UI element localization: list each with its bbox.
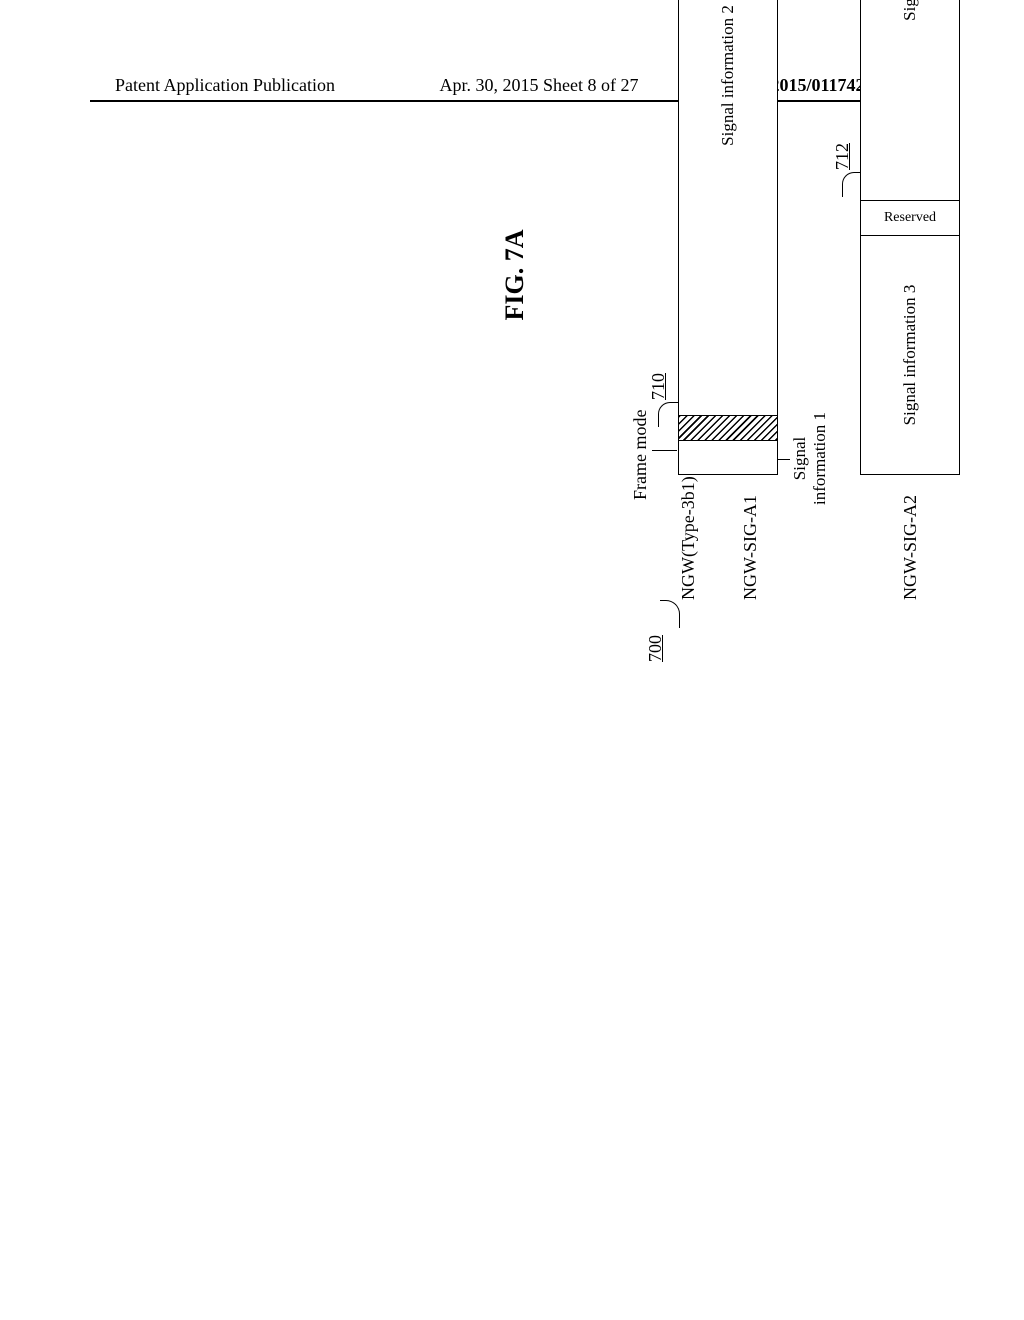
figure-container: FIG. 7A Frame mode 700 710 711 712 NGW(T…	[500, 0, 1024, 700]
sig1-leader	[778, 459, 790, 460]
cell-signal-info-4-label: Signal information 4	[900, 0, 920, 21]
row-a2-label: NGW-SIG-A2	[900, 495, 921, 600]
ref-710-leader	[658, 402, 678, 427]
frame-mode-label: Frame mode	[630, 410, 651, 500]
cell-signal-info-1	[678, 440, 778, 475]
ref-712-leader	[842, 172, 860, 197]
cell-reserved-a2-label: Reserved	[884, 210, 936, 226]
cell-frame-mode	[678, 415, 778, 440]
cell-signal-info-2: Signal information 2	[678, 0, 778, 415]
ref-710: 710	[648, 373, 669, 400]
ref-712: 712	[832, 143, 853, 170]
ngw-type-label: NGW(Type-3b1)	[678, 476, 699, 600]
signal-info-1-label: Signal information 1	[790, 412, 831, 505]
cell-signal-info-4: Signal information 4	[860, 0, 960, 200]
row-a2: Signal information 3 Reserved Signal inf…	[860, 0, 960, 475]
frame-mode-leader	[652, 450, 677, 451]
cell-signal-info-3: Signal information 3	[860, 235, 960, 475]
cell-signal-info-2-label: Signal information 2	[718, 5, 738, 146]
cell-reserved-a2: Reserved	[860, 200, 960, 235]
row-a1: Signal information 2 Reserved	[678, 0, 778, 475]
ref-700-leader	[660, 600, 680, 628]
cell-signal-info-3-label: Signal information 3	[900, 285, 920, 426]
header-left: Patent Application Publication	[115, 75, 335, 96]
ref-700: 700	[645, 635, 666, 662]
figure-title: FIG. 7A	[500, 0, 530, 900]
row-a1-label: NGW-SIG-A1	[740, 495, 761, 600]
